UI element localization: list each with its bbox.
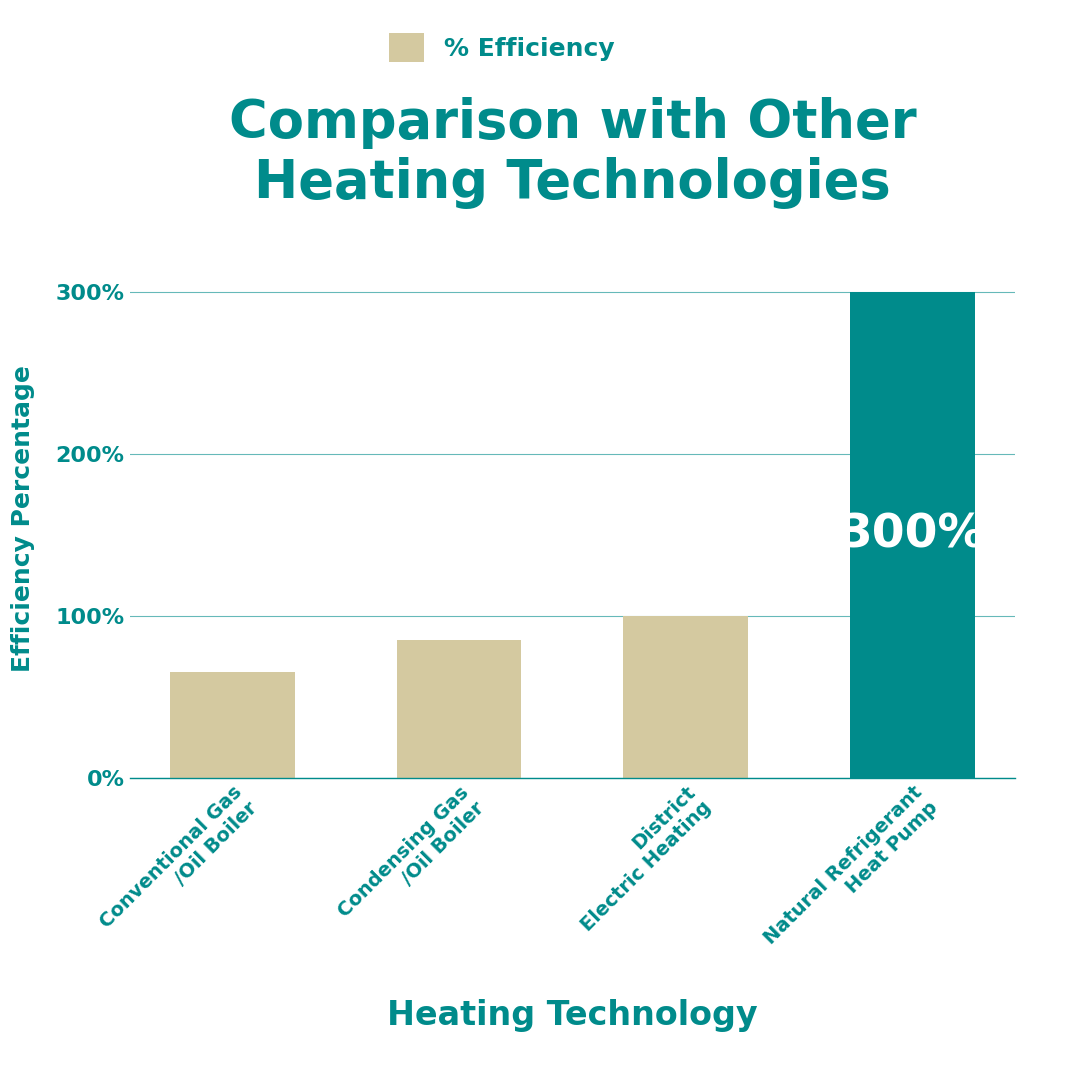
Text: Comparison with Other
Heating Technologies: Comparison with Other Heating Technologi… (229, 97, 916, 210)
Bar (623, 616, 748, 778)
Bar (850, 292, 975, 778)
Y-axis label: Efficiency Percentage: Efficiency Percentage (11, 365, 35, 672)
Bar (170, 672, 295, 778)
Text: Heating Technology: Heating Technology (387, 999, 758, 1031)
Bar (396, 639, 522, 778)
Text: 300%: 300% (839, 512, 986, 557)
Legend: % Efficiency: % Efficiency (379, 23, 624, 71)
